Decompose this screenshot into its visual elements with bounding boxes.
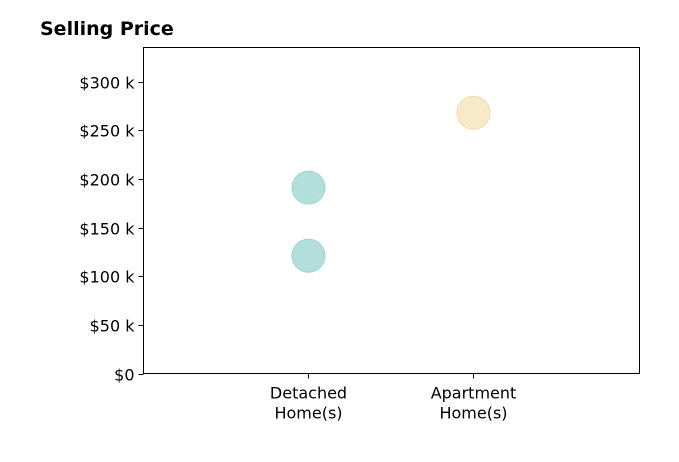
y-tick-label: $300 k	[79, 74, 135, 93]
data-point	[291, 238, 326, 273]
y-tick-label: $100 k	[79, 268, 135, 287]
y-tick-label: $200 k	[79, 171, 135, 190]
plot-area-frame	[143, 47, 640, 374]
y-tick-label: $250 k	[79, 122, 135, 141]
x-tick-label: Apartment Home(s)	[431, 384, 517, 423]
x-tick-label: Detached Home(s)	[270, 384, 347, 423]
y-tick-label: $50 k	[90, 317, 136, 336]
y-tick-label: $150 k	[79, 220, 135, 239]
data-points	[291, 95, 491, 273]
x-axis: Detached Home(s) Apartment Home(s)	[270, 373, 517, 423]
y-axis: $0 $50 k $100 k $150 k $200 k $250 k $300 k	[79, 74, 144, 385]
chart-title: Selling Price	[40, 18, 174, 40]
data-point	[456, 95, 491, 130]
y-tick-label: $0	[114, 366, 134, 385]
data-point	[291, 170, 326, 205]
